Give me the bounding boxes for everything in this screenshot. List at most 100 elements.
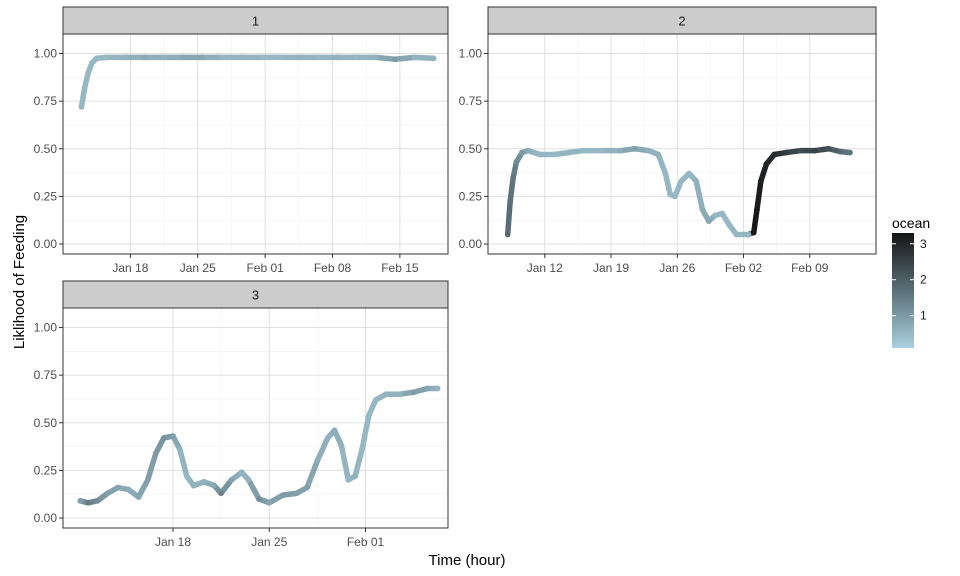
y-tick-label: 1.00 (459, 47, 483, 61)
y-tick-label: 0.75 (459, 94, 483, 108)
y-tick-label: 0.00 (34, 511, 58, 525)
data-point (672, 193, 678, 200)
data-point (525, 147, 532, 154)
data-point (280, 492, 286, 498)
data-point (142, 54, 148, 61)
data-point (144, 477, 151, 483)
data-point (125, 486, 132, 493)
facet-strip (62, 280, 449, 309)
data-point (201, 479, 207, 485)
data-point (507, 199, 513, 205)
data-point (334, 54, 341, 61)
data-point (667, 191, 673, 198)
panel-background (63, 34, 448, 254)
x-tick-label: Jan 18 (155, 535, 191, 549)
data-point (373, 397, 379, 403)
facet-panel-3: 0.00 0.25 0.50 0.75 1.00 Jan 18 Jan 25 Feb 01 3 (34, 280, 449, 549)
data-point (238, 469, 245, 476)
legend-tick-label: 1 (920, 309, 927, 323)
series-segment (507, 174, 516, 205)
data-point (314, 458, 321, 464)
data-point (81, 85, 88, 91)
data-point (847, 149, 853, 156)
data-point (598, 147, 605, 154)
x-tick-label: Jan 26 (659, 261, 695, 275)
data-point (646, 147, 652, 154)
data-point (510, 174, 517, 181)
series-segment (338, 442, 352, 483)
x-tick-label: Jan 25 (251, 535, 287, 549)
series-segment (504, 199, 513, 238)
series-segment (78, 85, 88, 110)
data-point (183, 473, 190, 479)
y-tick-label: 1.00 (34, 47, 58, 61)
data-point (359, 446, 365, 453)
data-point (565, 149, 572, 156)
data-point (758, 178, 764, 184)
y-tick-label: 0.50 (34, 416, 58, 430)
data-point (353, 54, 360, 61)
x-tick-label: Jan 19 (593, 261, 629, 275)
x-tick-label: Jan 25 (180, 261, 216, 275)
data-point (190, 482, 197, 489)
series-segment (758, 161, 770, 184)
legend-title: ocean (892, 215, 930, 231)
data-point (811, 147, 818, 154)
data-point (504, 231, 511, 238)
data-point (631, 145, 638, 152)
series-segment (177, 446, 190, 479)
y-tick-label: 0.25 (459, 189, 483, 203)
data-point (551, 151, 558, 158)
facet-panel-2: 0.00 0.25 0.50 0.75 1.00 Jan 12 Jan 19 Jan 26 Fe… (459, 6, 877, 275)
facet-strip (62, 6, 449, 35)
facet-strip-label: 2 (678, 14, 685, 29)
data-point (293, 490, 300, 497)
data-point (77, 498, 83, 504)
x-tick-label: Feb 09 (791, 261, 829, 275)
data-point (719, 210, 726, 217)
data-point (161, 54, 167, 61)
series-segment (373, 54, 398, 62)
x-tick-label: Jan 18 (112, 261, 148, 275)
data-point (686, 170, 692, 177)
series-segment (662, 170, 673, 198)
data-point (219, 54, 225, 61)
series-segment (411, 54, 437, 62)
y-tick-label: 0.00 (34, 237, 58, 251)
series-segment (693, 178, 706, 213)
data-point (706, 218, 712, 224)
x-tick-label: Feb 08 (314, 261, 352, 275)
data-point (180, 54, 187, 61)
data-point (392, 56, 398, 63)
y-tick-label: 0.25 (34, 463, 58, 477)
data-point (338, 442, 345, 449)
data-point (177, 446, 183, 453)
series-segment (218, 477, 235, 496)
data-point (513, 159, 520, 165)
data-point (771, 151, 778, 158)
data-point (366, 412, 372, 418)
data-point (837, 148, 844, 155)
data-point (519, 149, 525, 156)
data-point (430, 55, 437, 62)
series-segment (751, 206, 760, 236)
data-point (256, 496, 262, 502)
data-point (726, 222, 733, 228)
facet-strip-label: 1 (252, 14, 259, 29)
legend-tick-label: 2 (920, 273, 927, 287)
data-point (383, 391, 389, 397)
data-point (678, 178, 685, 184)
data-point (797, 147, 804, 154)
data-point (211, 482, 218, 489)
data-point (617, 147, 624, 154)
y-tick-label: 0.00 (459, 237, 483, 251)
legend-tick-label: 3 (920, 237, 927, 251)
facet-strip-label: 3 (252, 288, 259, 303)
data-point (153, 450, 159, 457)
data-point (373, 54, 379, 61)
x-tick-label: Feb 01 (246, 261, 284, 275)
series-segment (145, 450, 159, 483)
data-point (103, 54, 110, 61)
data-point (266, 499, 273, 506)
data-point (699, 206, 706, 213)
